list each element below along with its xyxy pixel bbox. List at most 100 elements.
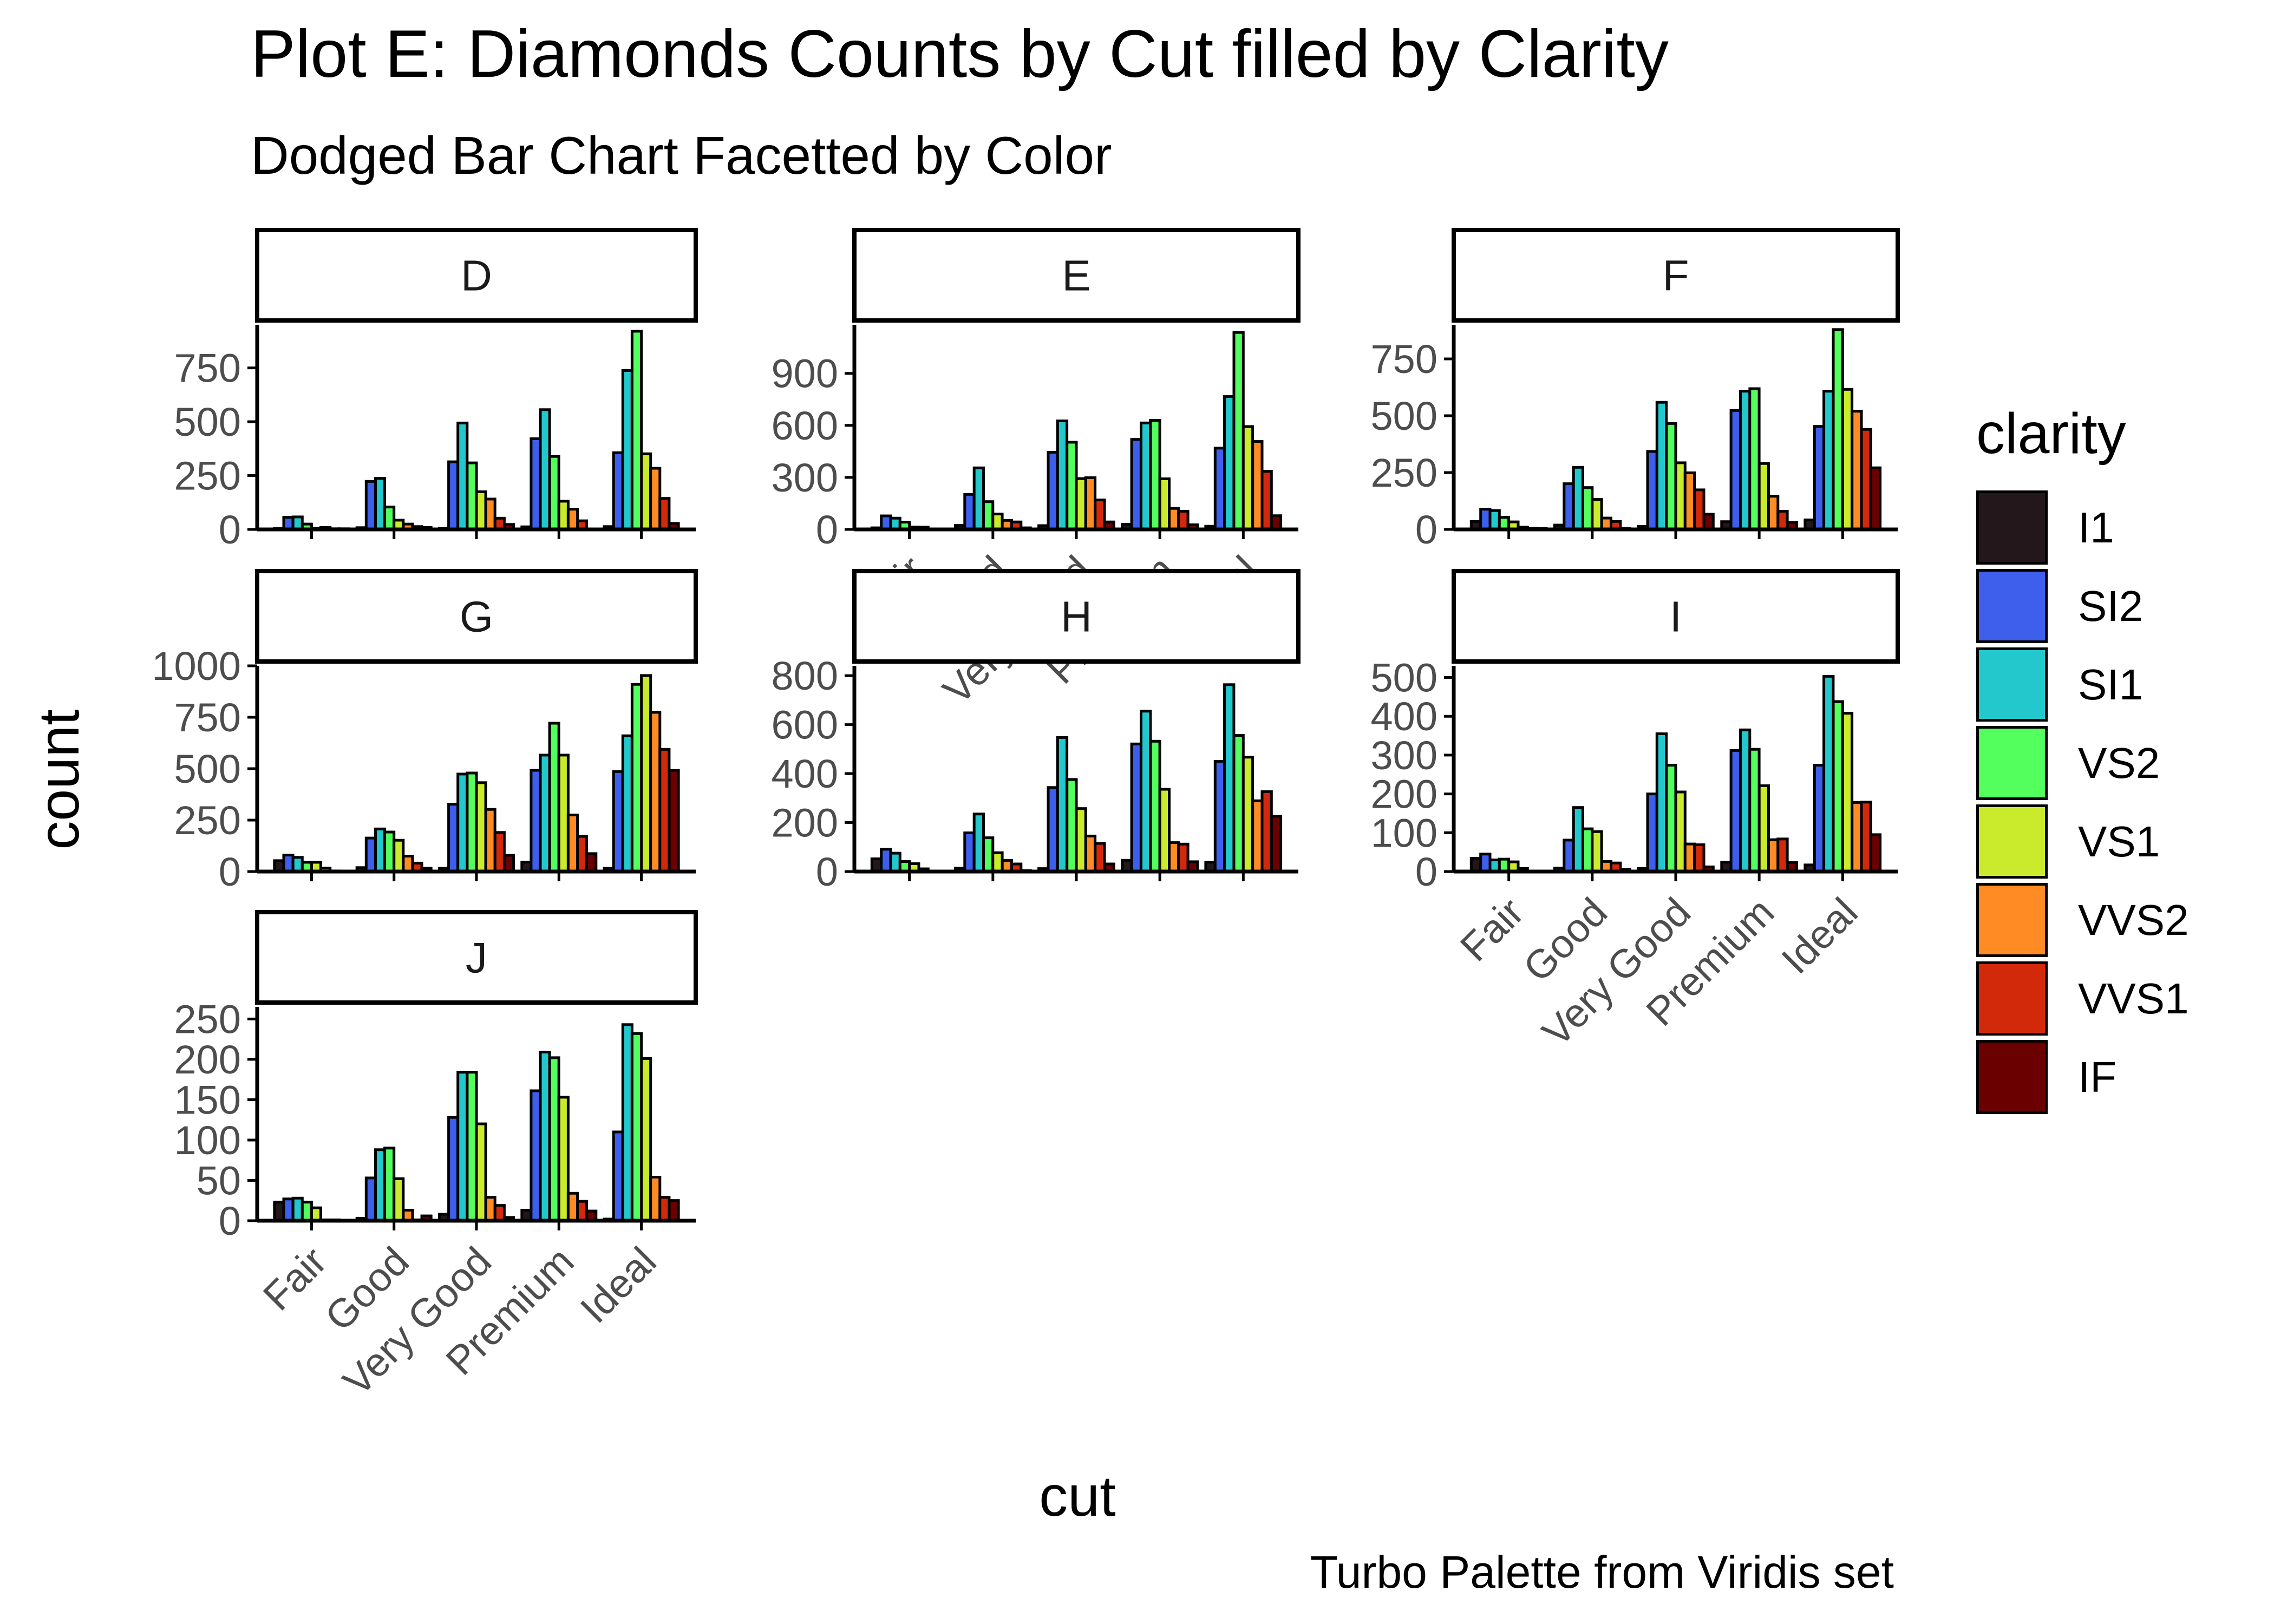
bar-g-premium-vvs1 <box>576 835 589 873</box>
bar-i-ideal-si2 <box>1813 764 1826 873</box>
legend-swatch <box>1976 569 2048 643</box>
legend-label: SI1 <box>2078 660 2144 709</box>
bar-e-ideal-si1 <box>1223 395 1236 531</box>
legend-item-vs1: VS1 <box>1976 802 2189 881</box>
bar-e-good-si2 <box>963 493 976 531</box>
bar-j-premium-vs2 <box>548 1056 560 1222</box>
bar-e-ideal-vvs2 <box>1251 440 1264 531</box>
chart-title: Plot E: Diamonds Counts by Cut filled by… <box>251 17 1669 91</box>
legend-item-vvs1: VVS1 <box>1976 959 2189 1038</box>
bar-g-very-good-vvs2 <box>484 808 496 873</box>
bar-i-very-good-vvs2 <box>1683 842 1696 873</box>
bar-i-ideal-si1 <box>1822 675 1835 873</box>
bar-h-ideal-vs1 <box>1241 756 1254 873</box>
facet-strip-g <box>255 569 698 664</box>
bar-d-premium-si1 <box>539 408 551 531</box>
bar-d-good-si1 <box>374 477 387 531</box>
y-tick-label-j: 100 <box>174 1118 241 1163</box>
facet-strip-d <box>255 228 698 323</box>
legend-swatch <box>1976 490 2048 565</box>
bar-g-ideal-vvs2 <box>649 711 662 873</box>
bar-i-very-good-vs1 <box>1674 790 1687 873</box>
bar-f-ideal-vvs2 <box>1851 410 1863 531</box>
legend-item-i1: I1 <box>1976 488 2189 567</box>
y-tick-label-i: 0 <box>1415 849 1437 894</box>
bar-i-good-vs2 <box>1582 827 1594 873</box>
bar-j-very-good-vvs2 <box>484 1196 496 1222</box>
facet-g: G 0 250 500 750 1000 <box>152 569 698 894</box>
y-tick-label-j: 150 <box>174 1077 241 1122</box>
y-tick-label-g: 1000 <box>152 644 241 689</box>
bar-i-premium-vvs1 <box>1776 837 1789 873</box>
bar-g-premium-vs1 <box>557 754 570 873</box>
legend-item-if: IF <box>1976 1038 2189 1116</box>
y-tick-label-h: 400 <box>772 751 838 796</box>
chart-caption: Turbo Palette from Viridis set <box>1310 1547 1894 1597</box>
legend-swatch <box>1976 647 2048 722</box>
bar-d-ideal-vvs2 <box>649 467 662 531</box>
bar-j-premium-si1 <box>539 1051 551 1222</box>
bar-g-very-good-vvs1 <box>493 831 506 873</box>
legend-swatch <box>1976 883 2048 957</box>
legend-label: VVS2 <box>2078 895 2189 944</box>
bar-d-ideal-si2 <box>612 451 624 531</box>
bar-h-good-vs1 <box>991 851 1004 873</box>
legend-label: SI2 <box>2078 581 2144 630</box>
bar-h-very-good-vvs2 <box>1084 834 1097 873</box>
legend-item-si1: SI1 <box>1976 645 2189 724</box>
bar-f-good-si1 <box>1572 466 1584 531</box>
bar-h-ideal-if <box>1270 815 1283 873</box>
bar-j-premium-vvs1 <box>576 1200 589 1222</box>
bar-g-premium-vs2 <box>548 722 560 873</box>
bar-j-premium-vvs2 <box>566 1191 579 1222</box>
y-tick-label-e: 0 <box>816 507 838 552</box>
y-tick-label-i: 100 <box>1371 810 1437 855</box>
facet-label-j: J <box>466 934 487 982</box>
bar-e-premium-vs1 <box>1158 477 1171 531</box>
bar-h-premium-vs2 <box>1149 739 1161 873</box>
bar-j-ideal-si1 <box>621 1023 633 1222</box>
bar-f-good-vs2 <box>1582 486 1594 531</box>
bar-i-premium-vs2 <box>1748 748 1761 873</box>
bar-i-ideal-if <box>1869 833 1882 873</box>
bar-j-good-si2 <box>364 1176 377 1222</box>
bar-e-very-good-vvs1 <box>1094 499 1106 531</box>
bar-g-premium-if <box>585 852 598 873</box>
bar-f-very-good-vvs2 <box>1683 471 1696 531</box>
bar-i-premium-si1 <box>1739 728 1752 873</box>
bar-j-very-good-vs2 <box>466 1071 478 1222</box>
bar-f-premium-vs1 <box>1757 462 1770 531</box>
bar-f-fair-si2 <box>1479 508 1492 531</box>
bar-e-good-si1 <box>972 466 985 531</box>
bar-h-good-si2 <box>963 831 976 873</box>
bar-j-premium-si2 <box>530 1089 542 1222</box>
y-tick-label-i: 500 <box>1371 656 1437 700</box>
y-tick-label-g: 250 <box>174 798 241 843</box>
bar-f-fair-si1 <box>1488 509 1501 531</box>
y-tick-label-h: 200 <box>772 801 838 846</box>
y-tick-label-d: 250 <box>174 454 241 499</box>
bar-h-ideal-vs2 <box>1232 734 1245 873</box>
bar-e-premium-si1 <box>1140 421 1152 531</box>
y-tick-label-j: 200 <box>174 1037 241 1082</box>
y-tick-label-f: 500 <box>1371 394 1437 438</box>
legend-swatch <box>1976 1040 2048 1114</box>
bar-d-good-si2 <box>364 480 377 531</box>
bar-h-premium-si1 <box>1140 710 1152 873</box>
y-tick-label-i: 300 <box>1371 733 1437 778</box>
bar-g-very-good-if <box>502 854 515 873</box>
legend-label: VS2 <box>2078 738 2160 787</box>
bar-h-good-vs2 <box>982 836 995 873</box>
bar-f-ideal-vs2 <box>1832 328 1844 531</box>
y-tick-label-g: 750 <box>174 695 241 740</box>
bar-e-very-good-si1 <box>1056 420 1069 531</box>
bar-d-very-good-vs1 <box>475 490 487 531</box>
bar-j-premium-vs1 <box>557 1096 570 1222</box>
bar-e-very-good-vs2 <box>1066 441 1078 531</box>
bar-g-ideal-si2 <box>612 770 624 873</box>
y-tick-label-j: 0 <box>219 1199 241 1243</box>
bar-j-fair-si2 <box>282 1197 295 1222</box>
x-axis-title: cut <box>1039 1464 1115 1528</box>
bar-j-very-good-vs1 <box>475 1122 487 1222</box>
y-tick-label-h: 600 <box>772 703 838 748</box>
